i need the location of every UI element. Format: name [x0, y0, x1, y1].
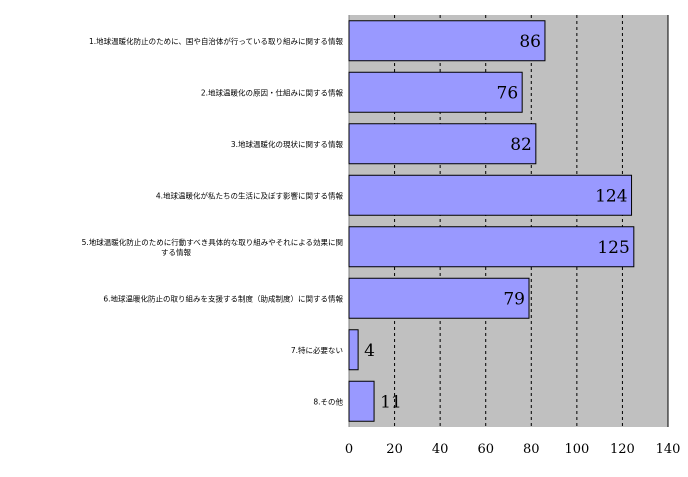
bar — [348, 123, 537, 165]
x-tick-label: 120 — [610, 442, 635, 457]
data-label: 11 — [380, 392, 402, 412]
bar — [348, 20, 546, 62]
data-label: 82 — [510, 135, 532, 155]
category-label: 6.地球温暖化防止の取り組みを支援する制度（助成制度）に関する情報 — [103, 293, 343, 303]
x-tick-label: 20 — [386, 442, 403, 457]
data-label: 79 — [503, 289, 525, 309]
category-label: 1.地球温暖化防止のために、国や自治体が行っている取り組みに関する情報 — [89, 36, 344, 46]
category-label: 3.地球温暖化の現状に関する情報 — [231, 139, 344, 149]
bar — [348, 277, 530, 319]
x-tick-label: 60 — [477, 442, 494, 457]
data-labels: 86 76 82 124 125 79 4 11 — [364, 32, 630, 413]
x-tick-label: 0 — [345, 442, 353, 457]
category-label: 8.その他 — [313, 396, 343, 406]
bar — [348, 226, 635, 268]
x-axis-ticks: 0 20 40 60 80 100 120 140 — [345, 442, 681, 457]
data-label: 125 — [597, 238, 629, 258]
bar — [348, 380, 375, 422]
data-label: 86 — [519, 32, 541, 52]
category-label: 7.特に必要ない — [291, 345, 343, 355]
data-label: 124 — [595, 186, 627, 206]
x-tick-label: 40 — [432, 442, 449, 457]
bars — [348, 20, 635, 422]
x-tick-label: 100 — [564, 442, 589, 457]
bar — [348, 174, 633, 216]
data-label: 4 — [364, 341, 375, 361]
category-label: 2.地球温暖化の原因・仕組みに関する情報 — [201, 87, 344, 97]
data-label: 76 — [497, 83, 519, 103]
category-label: 4.地球温暖化が私たちの生活に及ぼす影響に関する情報 — [156, 190, 344, 200]
x-tick-label: 80 — [523, 442, 540, 457]
category-labels: 1.地球温暖化防止のために、国や自治体が行っている取り組みに関する情報 2.地球温… — [82, 36, 344, 407]
bar — [348, 329, 359, 371]
category-label: する情報 — [161, 247, 191, 257]
bar — [348, 71, 523, 113]
x-tick-label: 140 — [656, 442, 681, 457]
category-label: 5.地球温暖化防止のために行動すべき具体的な取り組みやそれによる効果に関 — [82, 237, 343, 247]
